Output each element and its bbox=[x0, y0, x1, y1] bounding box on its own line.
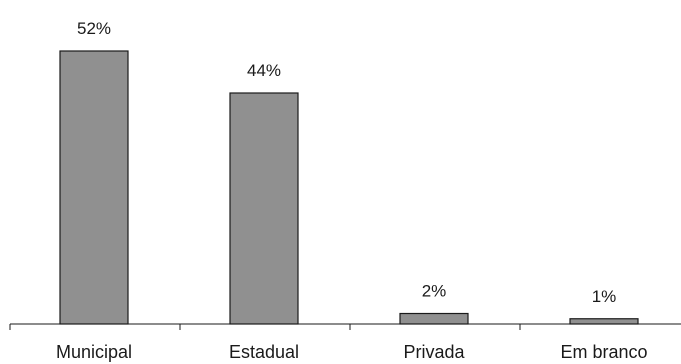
category-label: Em branco bbox=[560, 342, 647, 362]
data-label: 44% bbox=[247, 61, 281, 80]
category-labels-layer: Municipal Estadual Privada Em branco bbox=[56, 342, 648, 362]
category-label: Privada bbox=[403, 342, 465, 362]
data-label: 52% bbox=[77, 19, 111, 38]
bar-estadual bbox=[229, 92, 299, 325]
bar-municipal bbox=[59, 50, 129, 325]
data-label: 1% bbox=[592, 287, 617, 306]
data-label: 2% bbox=[422, 282, 447, 301]
category-label: Municipal bbox=[56, 342, 132, 362]
bars-layer bbox=[59, 50, 639, 325]
category-label: Estadual bbox=[229, 342, 299, 362]
bar-privada bbox=[399, 312, 469, 325]
data-labels-layer: 52% 44% 2% 1% bbox=[77, 19, 616, 306]
x-axis-ticks bbox=[9, 324, 521, 330]
bar-em-branco bbox=[569, 318, 639, 325]
